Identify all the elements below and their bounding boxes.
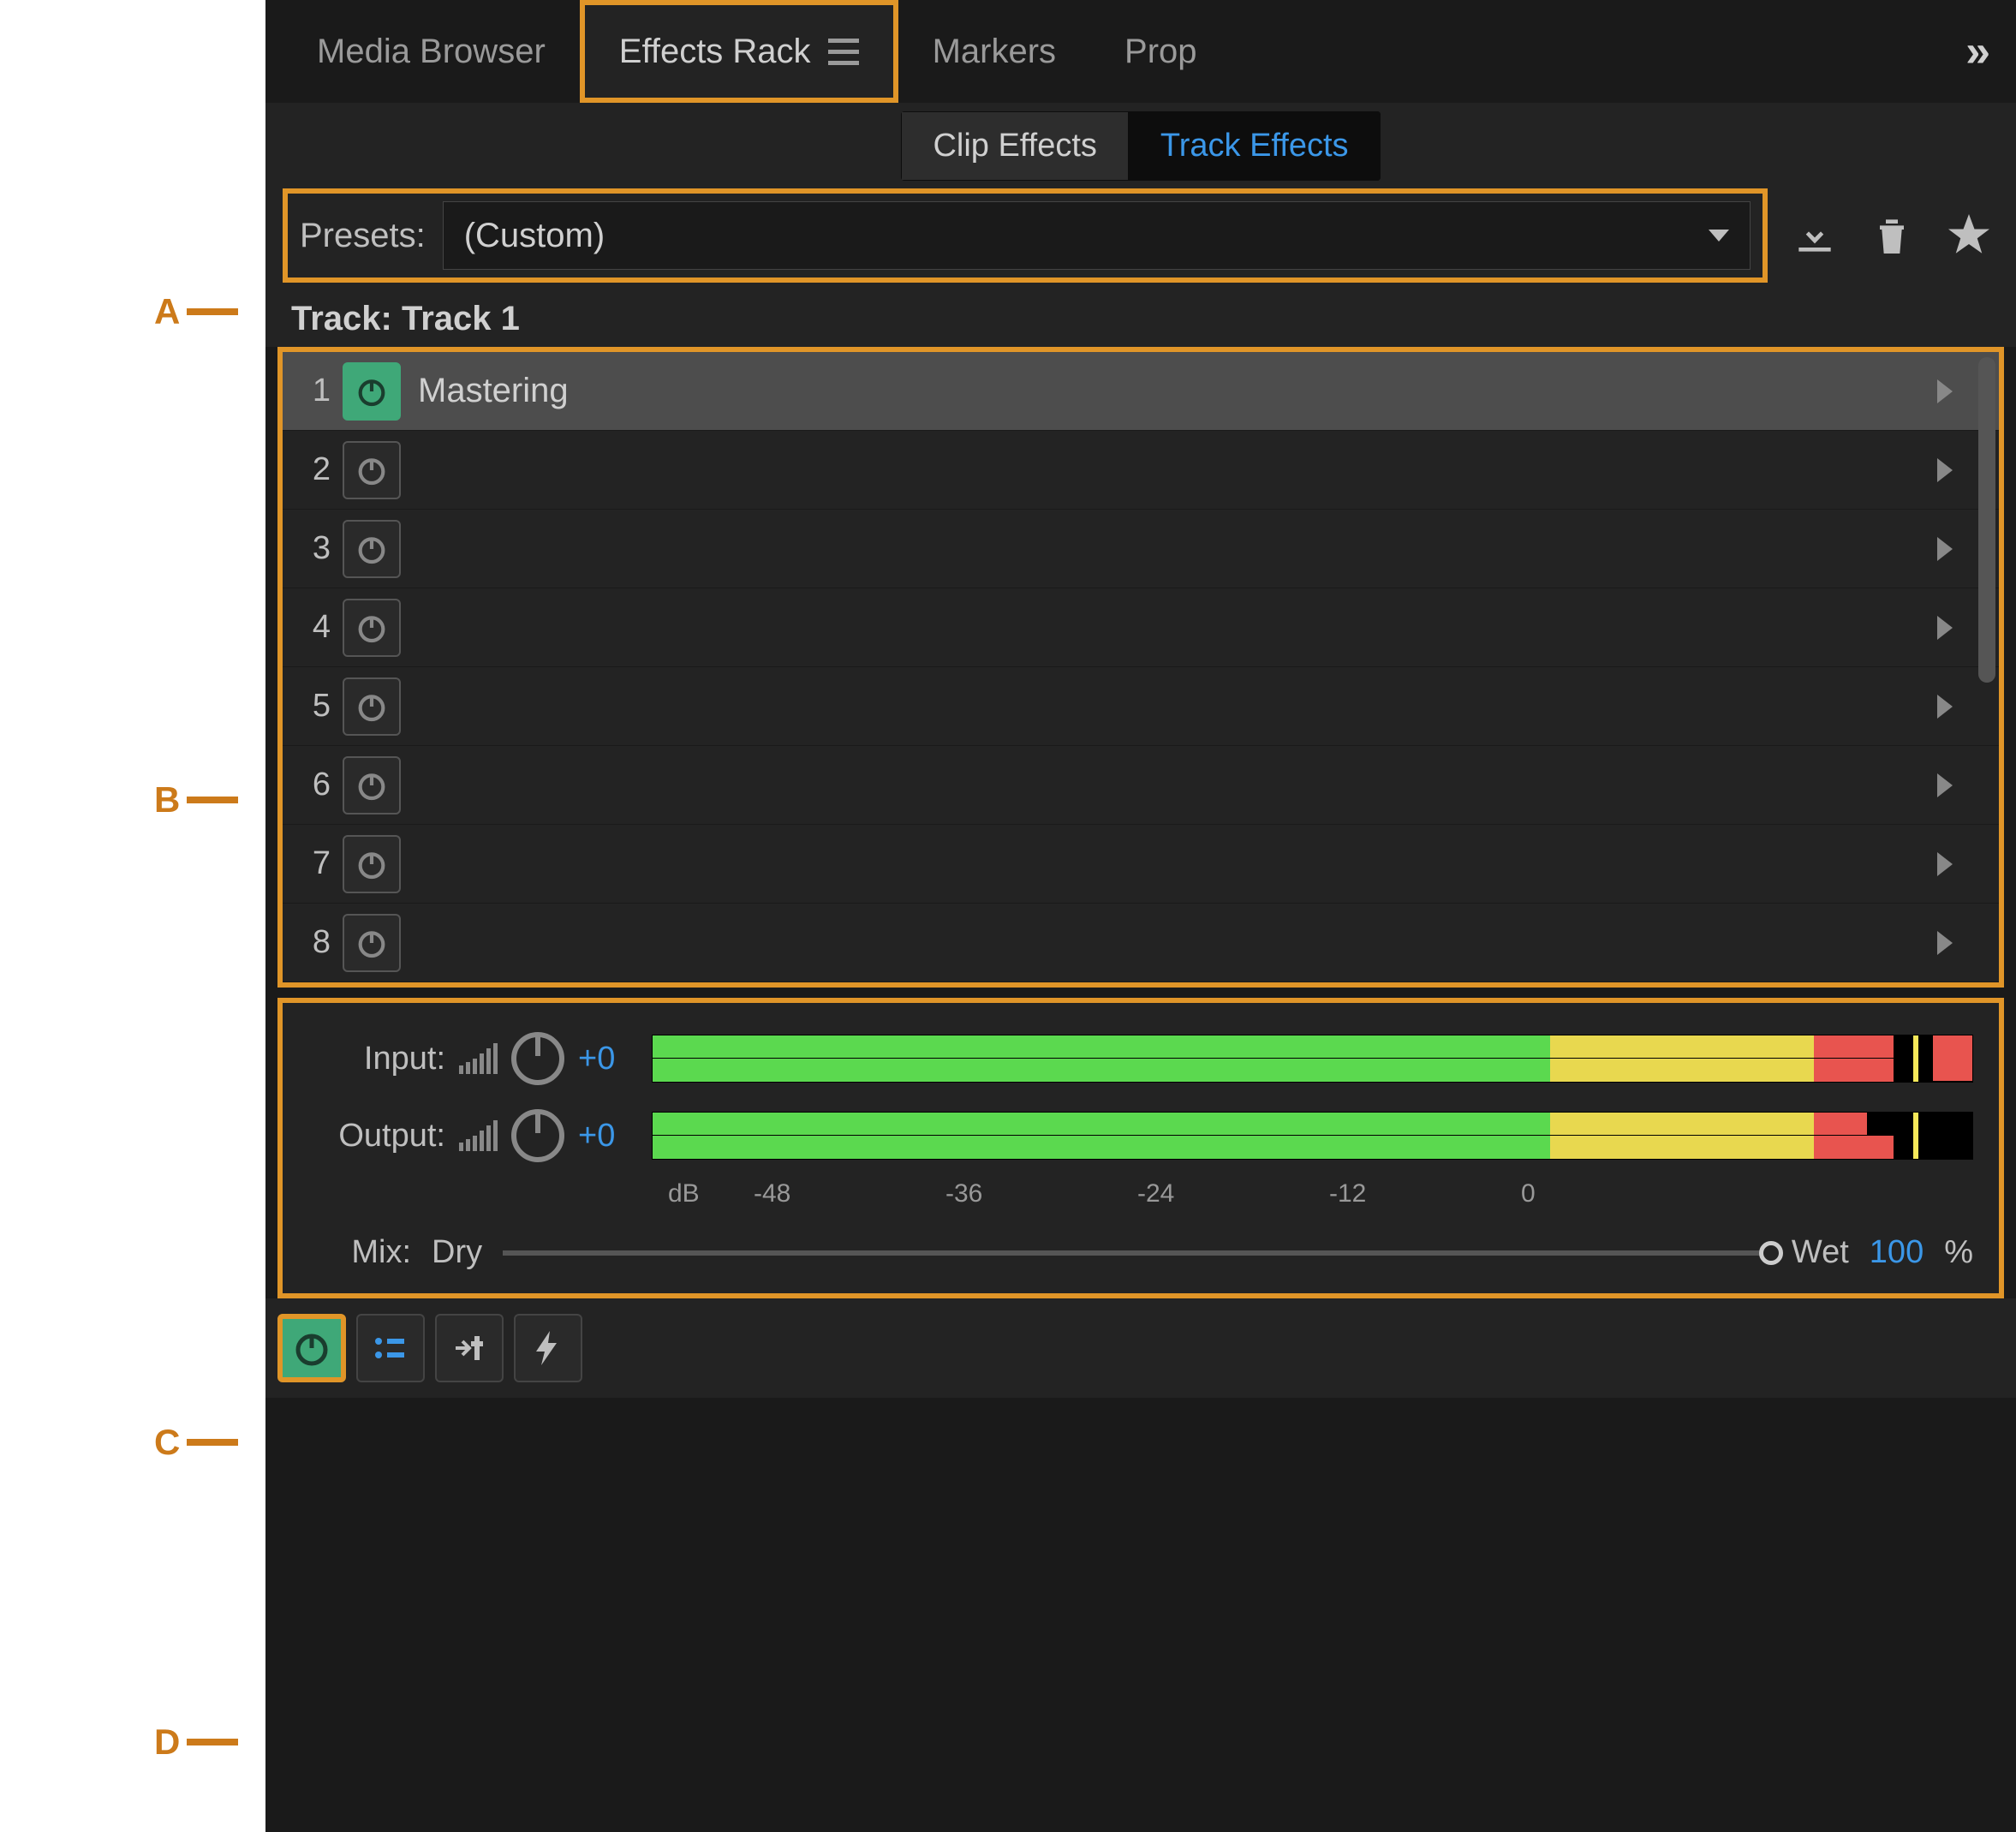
slot-power-button[interactable] [343,914,401,972]
db-tick: 0 [1521,1179,1713,1208]
input-meter-row: Input: +0 [308,1020,1973,1097]
annotation-d: D [154,1722,238,1763]
effect-slot[interactable]: 3 [283,510,1999,588]
slot-power-button[interactable] [343,599,401,657]
effect-slot[interactable]: 7 [283,825,1999,904]
mix-slider[interactable] [503,1250,1771,1256]
mix-value[interactable]: 100 [1870,1234,1924,1271]
output-level-meter [652,1112,1973,1160]
tab-effects-rack-label: Effects Rack [619,33,811,71]
slot-expand-arrow-icon[interactable] [1937,458,1953,482]
delete-preset-button[interactable] [1862,206,1922,266]
presets-row: Presets: (Custom) [265,188,2016,283]
output-meter-row: Output: +0 [308,1097,1973,1174]
slot-expand-arrow-icon[interactable] [1937,695,1953,719]
slot-number: 2 [295,451,331,488]
annotation-a: A [154,291,238,332]
effect-slot[interactable]: 4 [283,588,1999,667]
output-bars-icon [459,1120,498,1151]
effect-slot[interactable]: 5 [283,667,1999,746]
slot-expand-arrow-icon[interactable] [1937,616,1953,640]
panel-tabs: Media Browser Effects Rack Markers Prop … [265,0,2016,103]
db-scale: dB-48-36-24-120 [668,1174,1973,1219]
bottom-toolbar [265,1298,2016,1398]
slot-power-button[interactable] [343,835,401,893]
effect-slot[interactable]: 1 Mastering [283,352,1999,431]
subtab-track-effects[interactable]: Track Effects [1129,111,1381,181]
effect-slot[interactable]: 6 [283,746,1999,825]
db-tick: -48 [754,1179,945,1208]
preset-dropdown-value: (Custom) [464,217,605,255]
slots-scrollbar[interactable] [1978,357,1995,683]
input-value[interactable]: +0 [578,1041,638,1077]
mix-wet-label: Wet [1792,1234,1849,1271]
slot-power-button[interactable] [343,441,401,499]
slot-number: 5 [295,688,331,725]
presets-label: Presets: [300,217,426,255]
input-label: Input: [308,1041,445,1077]
tab-effects-rack[interactable]: Effects Rack [580,0,898,103]
slot-power-button[interactable] [343,362,401,421]
input-knob[interactable] [511,1032,564,1085]
chevron-down-icon [1709,230,1729,242]
db-tick: dB [668,1179,754,1208]
slot-number: 1 [295,373,331,409]
slot-power-button[interactable] [343,677,401,736]
effect-slot[interactable]: 2 [283,431,1999,510]
output-label: Output: [308,1118,445,1155]
slot-expand-arrow-icon[interactable] [1937,379,1953,403]
db-tick: -12 [1329,1179,1521,1208]
output-knob[interactable] [511,1109,564,1162]
slot-expand-arrow-icon[interactable] [1937,537,1953,561]
list-view-button[interactable] [356,1314,425,1382]
slot-expand-arrow-icon[interactable] [1937,931,1953,955]
favorite-button[interactable] [1939,206,1999,266]
subtabs-group: Clip Effects Track Effects [901,111,1380,181]
tab-properties[interactable]: Prop [1090,0,1232,103]
overflow-chevrons-icon[interactable]: » [1965,26,1990,77]
slot-expand-arrow-icon[interactable] [1937,773,1953,797]
db-tick: -36 [945,1179,1137,1208]
mix-dry-label: Dry [432,1234,482,1271]
presets-highlighted-region: Presets: (Custom) [283,188,1768,283]
input-level-meter [652,1035,1973,1083]
annotation-b: B [154,779,238,821]
slot-expand-arrow-icon[interactable] [1937,852,1953,876]
slot-number: 4 [295,609,331,646]
slot-power-button[interactable] [343,756,401,815]
effect-slots: 1 Mastering 2 3 4 5 6 7 8 [277,347,2004,988]
annotation-c: C [154,1422,238,1463]
rack-power-button[interactable] [277,1314,346,1382]
slot-number: 3 [295,530,331,567]
track-label: Track: Track 1 [265,283,2016,347]
mix-label: Mix: [308,1234,411,1271]
tab-markers[interactable]: Markers [898,0,1090,103]
slot-number: 7 [295,845,331,882]
tab-media-browser[interactable]: Media Browser [283,0,580,103]
output-value[interactable]: +0 [578,1118,638,1155]
mix-row: Mix: Dry Wet 100 % [308,1219,1973,1276]
db-tick: -24 [1137,1179,1329,1208]
lightning-button[interactable] [514,1314,582,1382]
subtabs-row: Clip Effects Track Effects [265,103,2016,188]
effects-rack-panel: Media Browser Effects Rack Markers Prop … [265,0,2016,1832]
slot-number: 8 [295,924,331,961]
slot-power-button[interactable] [343,520,401,578]
panel-menu-icon[interactable] [828,39,859,65]
mix-percent-symbol: % [1944,1234,1973,1271]
effect-slot[interactable]: 8 [283,904,1999,982]
slot-number: 6 [295,767,331,803]
subtab-clip-effects[interactable]: Clip Effects [901,111,1128,181]
save-preset-button[interactable] [1785,206,1845,266]
preset-dropdown[interactable]: (Custom) [443,201,1751,270]
prefader-button[interactable] [435,1314,504,1382]
mix-thumb[interactable] [1759,1241,1783,1265]
meters-region: Input: +0 Output: +0 [277,998,2004,1298]
slot-effect-name: Mastering [413,372,1925,410]
input-bars-icon [459,1043,498,1074]
